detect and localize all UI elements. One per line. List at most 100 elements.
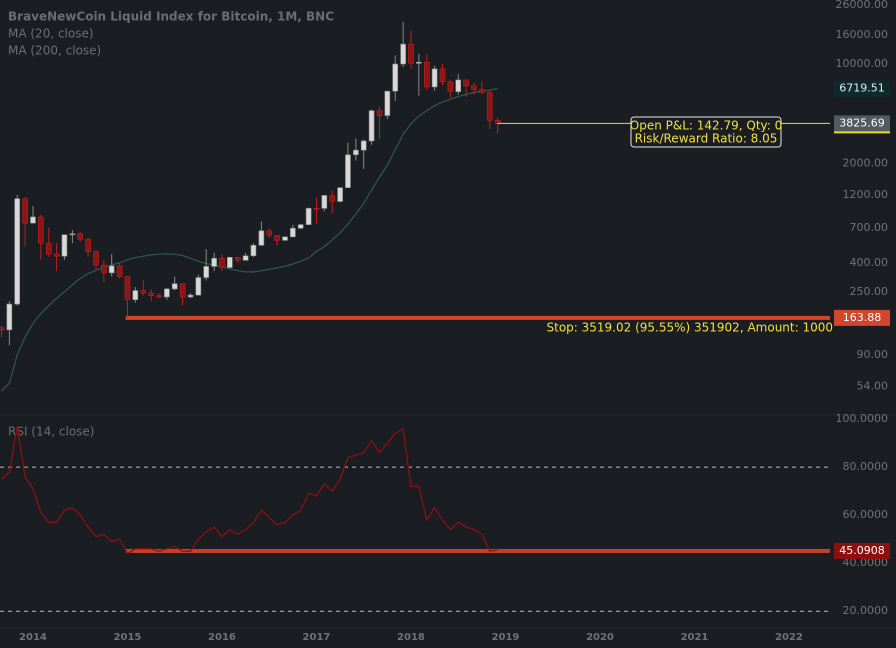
x-tick-label: 2020 [586, 632, 614, 643]
candle-body [69, 233, 76, 236]
candle-body [400, 43, 406, 65]
legend-entry: MA (20, close) [8, 27, 94, 41]
x-tick-label: 2014 [19, 632, 47, 643]
candle-body [14, 198, 20, 305]
stop-price-label: 163.88 [843, 311, 882, 324]
chart-title: BraveNewCoin Liquid Index for Bitcoin, 1… [8, 10, 334, 24]
y-tick-label: 100.0000 [836, 412, 889, 425]
last-price-label: 3825.69 [839, 116, 885, 129]
candle-body [408, 43, 414, 64]
y-tick-label: 90.00 [857, 348, 889, 361]
candle-body [368, 110, 375, 142]
candle-body [77, 233, 84, 240]
x-tick-label: 2015 [114, 632, 142, 643]
candle-body [227, 257, 233, 268]
y-tick-label: 2000.00 [843, 156, 889, 169]
y-tick-label: 26000.00 [836, 0, 889, 11]
candle-body [353, 149, 359, 156]
candle-body [274, 235, 280, 241]
stop-price-label-box [834, 309, 890, 326]
candle-body [423, 61, 430, 88]
candle-body [179, 283, 186, 298]
candle-body [140, 290, 147, 294]
candle-body [101, 264, 107, 274]
candle-body [219, 258, 225, 268]
candle-body [132, 290, 139, 300]
y-tick-label: 20.0000 [843, 604, 889, 617]
candle-body [61, 234, 68, 257]
candle-body [290, 227, 296, 238]
candle-body [329, 195, 336, 202]
y-tick-label: 700.00 [850, 221, 889, 234]
rsi-level-line [125, 548, 830, 553]
candle-body [471, 85, 477, 90]
legend-entry: MA (200, close) [8, 44, 101, 58]
ma-line [1, 88, 498, 392]
candle-body [321, 195, 328, 209]
candle-body [171, 283, 178, 290]
candle-body [6, 303, 13, 331]
last-price-label-box [834, 115, 890, 132]
candle-body [305, 208, 312, 225]
candle-body [384, 90, 391, 116]
candle-body [0, 327, 5, 331]
ma-price-label: 6719.51 [839, 82, 885, 95]
candle-body [250, 244, 257, 257]
candle-body [30, 216, 36, 224]
rsi-line [1, 426, 498, 555]
y-tick-label: 250.00 [850, 285, 889, 298]
candle-body [431, 68, 438, 88]
pnl-label: Open P&L: 142.79, Qty: 0 [630, 119, 783, 133]
candle-body [156, 295, 162, 298]
candle-body [93, 251, 99, 266]
candle-body [187, 294, 194, 298]
candle-body [313, 208, 320, 210]
candle-body [164, 288, 170, 298]
candle-body [211, 258, 217, 267]
ma-price-label-box [834, 80, 890, 97]
stop-line [125, 315, 830, 320]
candle-body [85, 239, 91, 252]
x-tick-label: 2022 [775, 632, 803, 643]
candle-body [45, 242, 52, 255]
rsi-title: RSI (14, close) [8, 425, 94, 439]
y-tick-label: 10000.00 [836, 57, 889, 70]
risk-reward-label: Risk/Reward Ratio: 8.05 [635, 132, 778, 146]
candle-body [282, 236, 288, 241]
candle-body [297, 224, 304, 229]
candle-body [447, 81, 454, 92]
y-tick-label: 80.0000 [843, 460, 889, 473]
candle-body [116, 265, 123, 277]
candle-body [455, 79, 462, 92]
candle-body [416, 61, 422, 64]
candle-body [258, 230, 265, 246]
x-tick-label: 2019 [492, 632, 520, 643]
x-tick-label: 2017 [303, 632, 331, 643]
candle-body [345, 154, 351, 188]
candle-body [479, 89, 485, 93]
candle-body [22, 198, 28, 224]
candle-body [337, 187, 343, 202]
candle-body [439, 68, 446, 83]
rsi-level-label: 45.0908 [839, 544, 885, 557]
candle-body [392, 63, 399, 92]
candle-body [266, 230, 273, 236]
candle-body [195, 277, 202, 296]
y-tick-label: 54.00 [857, 379, 889, 392]
candle-body [463, 79, 469, 87]
candle-body [242, 255, 249, 261]
candle-body [203, 266, 210, 278]
candle-body [148, 292, 154, 296]
candle-body [234, 257, 241, 261]
candle-body [124, 276, 131, 300]
candle-body [376, 110, 383, 116]
candle-body [108, 265, 115, 274]
y-tick-label: 16000.00 [836, 28, 889, 41]
candle-body [38, 216, 44, 244]
rsi-level-label-box [834, 542, 890, 559]
y-tick-label: 400.00 [850, 256, 889, 269]
y-tick-label: 1200.00 [843, 188, 889, 201]
candle-body [486, 92, 493, 121]
